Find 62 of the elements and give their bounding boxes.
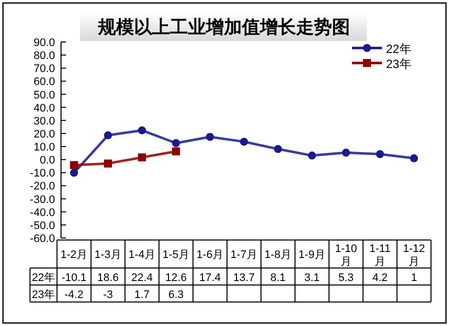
y-tick-label: -40.0 <box>30 206 55 219</box>
y-tick-label: -60.0 <box>30 233 55 245</box>
y-tick-label: 0.0 <box>40 154 55 167</box>
y-tick-label: -10.0 <box>30 168 55 180</box>
point <box>240 138 248 146</box>
y-tick-label: 20.0 <box>34 128 55 140</box>
y-tick-label: 80.0 <box>34 50 55 62</box>
data-label: 6.3 <box>168 289 184 301</box>
point <box>274 145 282 154</box>
data-label: 13.7 <box>233 272 255 284</box>
legend-label: 23年 <box>386 57 412 71</box>
y-tick-label: -20.0 <box>30 180 55 193</box>
point <box>342 148 350 157</box>
x-tick-label: 1-5月 <box>162 249 190 261</box>
x-tick-label: 1-3月 <box>94 249 122 261</box>
data-label: -10.1 <box>61 272 87 284</box>
x-tick-label: 1-12月 <box>402 243 426 268</box>
point <box>70 168 78 177</box>
text: 23年 <box>32 289 56 301</box>
point <box>410 154 418 162</box>
data-label: 1 <box>410 272 418 284</box>
text: 22年 <box>32 272 56 284</box>
y-tick-label: -30.0 <box>30 194 55 206</box>
data-label: -4.2 <box>64 289 84 301</box>
y-tick-label: 90.0 <box>34 37 55 49</box>
data-label: 1.7 <box>134 289 150 301</box>
data-label: 18.6 <box>97 272 119 284</box>
point <box>138 153 146 162</box>
data-label: 5.3 <box>338 272 354 284</box>
point <box>70 161 78 170</box>
data-label: 3.1 <box>304 272 320 284</box>
x-tick-label: 1-4月 <box>128 249 156 261</box>
point <box>308 152 316 160</box>
point <box>138 126 146 134</box>
x-tick-label: 1-9月 <box>298 249 326 261</box>
point <box>104 160 112 168</box>
chart-title: 规模以上工业增加值增长走势图 <box>97 17 350 37</box>
point <box>172 147 180 156</box>
point <box>376 150 384 158</box>
legend-label: 22年 <box>386 42 412 56</box>
data-label: 12.6 <box>165 272 187 284</box>
data-label: 17.4 <box>199 272 221 284</box>
y-tick-label: 60.0 <box>34 76 55 88</box>
point <box>104 131 112 140</box>
data-label: -3 <box>103 289 113 301</box>
point <box>172 139 180 148</box>
point <box>206 132 214 141</box>
y-tick-label: 30.0 <box>34 115 55 128</box>
x-tick-label: 1-2月 <box>60 249 88 261</box>
x-tick-label: 1-10月 <box>334 243 358 268</box>
data-label: 4.2 <box>372 272 388 284</box>
y-tick-label: 10.0 <box>34 142 55 154</box>
x-tick-label: 1-7月 <box>230 249 258 261</box>
y-tick-label: 70.0 <box>34 63 55 76</box>
data-label: 22.4 <box>131 272 153 284</box>
x-tick-label: 1-6月 <box>196 249 224 261</box>
data-label: 8.1 <box>270 272 286 284</box>
y-tick-label: 50.0 <box>34 89 55 102</box>
x-tick-label: 1-11月 <box>369 243 391 268</box>
y-tick-label: 40.0 <box>34 102 55 114</box>
x-tick-label: 1-8月 <box>264 249 292 261</box>
y-tick-label: -50.0 <box>30 220 55 232</box>
